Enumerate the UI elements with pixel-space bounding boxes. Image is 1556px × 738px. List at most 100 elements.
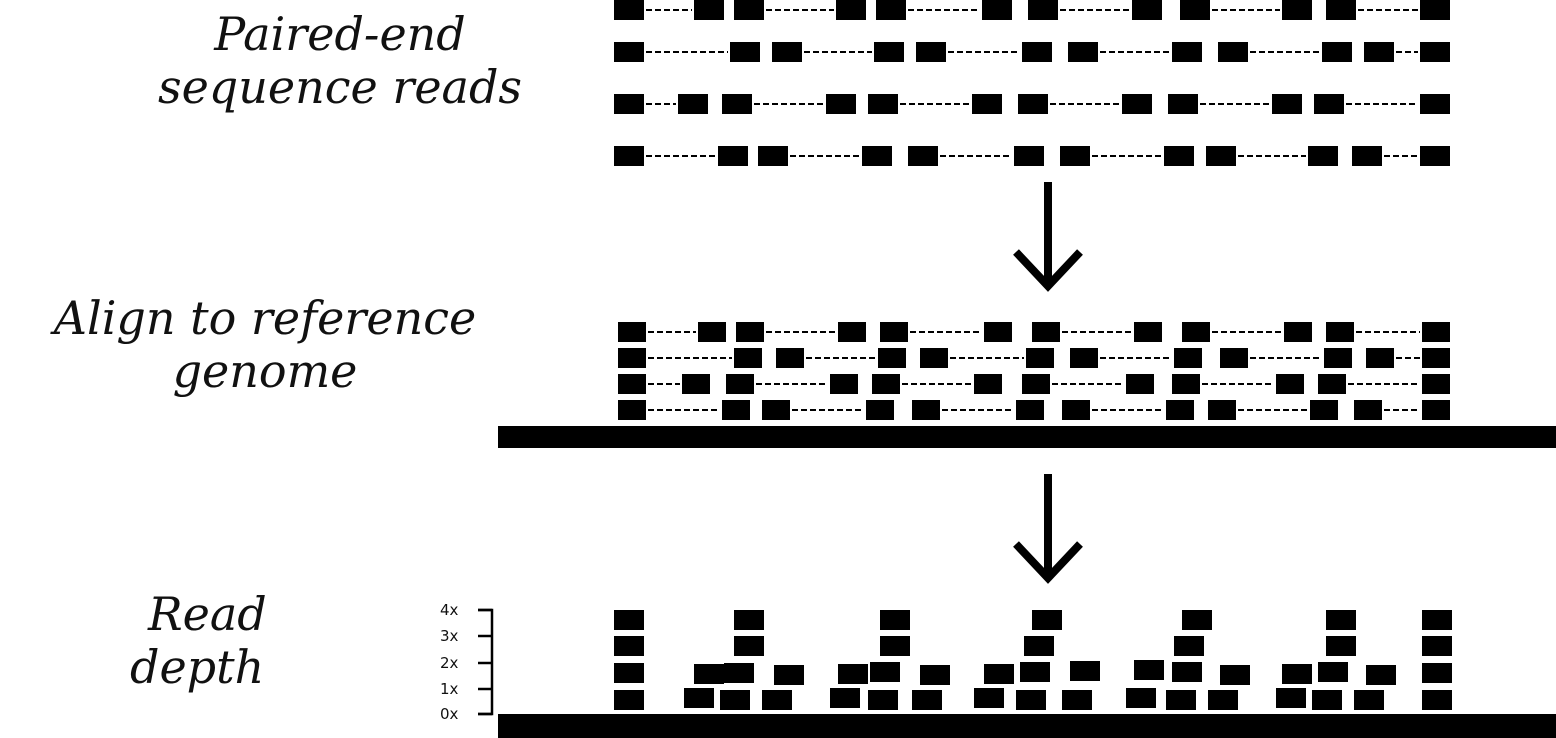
depth-axis: 0x 1x 2x 3x 4x <box>440 601 494 723</box>
read-block <box>974 374 1002 394</box>
read-block <box>1220 348 1248 368</box>
read-block <box>1126 374 1154 394</box>
read-block <box>1272 94 1302 114</box>
read-block <box>1420 146 1450 166</box>
read-block <box>876 0 906 20</box>
read-block <box>1326 322 1354 342</box>
read-block <box>866 400 894 420</box>
read-block <box>776 348 804 368</box>
read-block <box>1318 374 1346 394</box>
depth-block <box>1312 690 1342 710</box>
read-block <box>1134 322 1162 342</box>
read-block <box>1182 322 1210 342</box>
read-block <box>772 42 802 62</box>
read-block <box>1422 374 1450 394</box>
read-block <box>1422 400 1450 420</box>
depth-block <box>1070 661 1100 681</box>
read-block <box>1022 374 1050 394</box>
paired-end-reads-group <box>614 0 1450 166</box>
depth-block <box>1326 610 1356 630</box>
depth-block <box>1134 660 1164 680</box>
read-block <box>614 94 644 114</box>
depth-block <box>870 662 900 682</box>
read-block <box>862 146 892 166</box>
depth-block <box>614 690 644 710</box>
depth-block <box>734 636 764 656</box>
read-block <box>920 348 948 368</box>
depth-block <box>1024 636 1054 656</box>
read-block <box>618 322 646 342</box>
depth-block <box>838 664 868 684</box>
read-depth-blocks-group <box>614 610 1452 710</box>
read-block <box>1018 94 1048 114</box>
read-block <box>1070 348 1098 368</box>
read-block <box>758 146 788 166</box>
read-block <box>874 42 904 62</box>
label-paired-end-reads: Paired-end sequence reads <box>110 8 570 114</box>
read-block <box>1420 42 1450 62</box>
read-block <box>880 322 908 342</box>
read-block <box>1310 400 1338 420</box>
read-block <box>1172 42 1202 62</box>
read-block <box>618 400 646 420</box>
read-block <box>1028 0 1058 20</box>
depth-block <box>1220 665 1250 685</box>
depth-block <box>614 663 644 683</box>
read-block <box>618 374 646 394</box>
depth-block <box>684 688 714 708</box>
read-block <box>614 146 644 166</box>
read-block <box>726 374 754 394</box>
read-block <box>694 0 724 20</box>
read-block <box>1172 374 1200 394</box>
depth-block <box>1172 662 1202 682</box>
read-block <box>912 400 940 420</box>
read-block <box>1180 0 1210 20</box>
label-read-depth: Read depth <box>130 588 330 694</box>
depth-baseline-bar <box>498 714 1556 738</box>
read-block <box>1324 348 1352 368</box>
read-block <box>722 94 752 114</box>
depth-block <box>1366 665 1396 685</box>
label-reads-line2: sequence reads <box>157 59 523 114</box>
read-block <box>718 146 748 166</box>
read-block <box>614 0 644 20</box>
read-block <box>734 0 764 20</box>
read-block <box>1366 348 1394 368</box>
read-block <box>1218 42 1248 62</box>
read-block <box>1208 400 1236 420</box>
read-block <box>618 348 646 368</box>
depth-tick-label: 4x <box>440 601 459 619</box>
depth-block <box>614 636 644 656</box>
read-block <box>868 94 898 114</box>
read-block <box>1276 374 1304 394</box>
read-block <box>836 0 866 20</box>
read-block <box>984 322 1012 342</box>
read-block <box>1420 94 1450 114</box>
read-block <box>682 374 710 394</box>
down-arrow-icon <box>1013 474 1083 584</box>
depth-block <box>1326 636 1356 656</box>
read-block <box>1026 348 1054 368</box>
depth-block <box>724 663 754 683</box>
label-align-line2: genome <box>172 343 358 398</box>
depth-block <box>1208 690 1238 710</box>
read-block <box>734 348 762 368</box>
depth-block <box>1318 662 1348 682</box>
depth-block <box>1020 662 1050 682</box>
depth-block <box>762 690 792 710</box>
label-reads-line1: Paired-end <box>214 7 466 61</box>
depth-block <box>1422 610 1452 630</box>
label-align-line1: Align to reference <box>53 291 477 345</box>
depth-block <box>880 636 910 656</box>
read-block <box>1326 0 1356 20</box>
depth-block <box>1282 664 1312 684</box>
depth-block <box>868 690 898 710</box>
depth-block <box>1422 663 1452 683</box>
depth-block <box>1166 690 1196 710</box>
depth-block <box>880 610 910 630</box>
depth-block <box>1276 688 1306 708</box>
read-block <box>1422 348 1450 368</box>
depth-tick-label: 3x <box>440 627 459 645</box>
depth-block <box>1422 636 1452 656</box>
